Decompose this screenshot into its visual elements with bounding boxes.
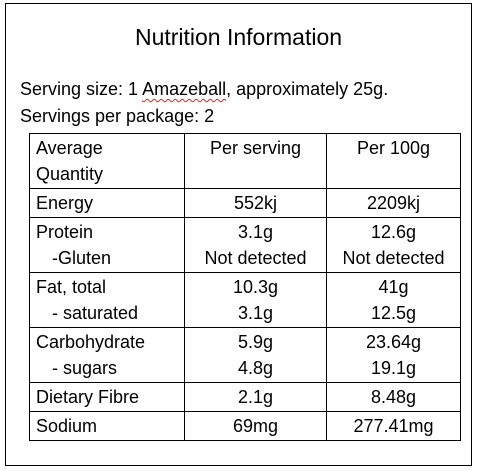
nutrient-cell: Protein -Gluten	[29, 217, 185, 273]
table-row: Carbohydrate - sugars 5.9g 4.8g 23.64g 19.1g	[29, 327, 461, 383]
nutrient-name: -Gluten	[52, 248, 112, 268]
serving-size-suffix: , approximately 25g.	[226, 79, 389, 99]
per-serving-cell: 69mg	[184, 411, 327, 441]
nutrient-value: 5.9g	[237, 332, 274, 352]
nutrient-cell: Sodium	[29, 411, 185, 441]
serving-size-item: Amazeball	[142, 79, 227, 99]
nutrient-value: 41g	[378, 277, 409, 297]
per-serving-cell: 552kj	[184, 188, 327, 218]
nutrient-value: 3.1g	[237, 303, 274, 323]
per-serving-cell: 2.1g	[184, 382, 327, 412]
nutrient-value: 69mg	[232, 416, 279, 436]
nutrient-value: 552kj	[233, 193, 278, 213]
nutrient-value: 277.41mg	[353, 416, 434, 436]
nutrient-value: 10.3g	[232, 277, 279, 297]
nutrient-name: Protein	[36, 222, 94, 242]
nutrient-name: Energy	[36, 193, 94, 213]
nutrient-value: 8.48g	[370, 387, 417, 407]
nutrient-value: 4.8g	[237, 358, 274, 378]
table-row: Energy 552kj 2209kj	[29, 188, 461, 218]
per-serving-cell: 3.1g Not detected	[184, 217, 327, 273]
header-quantity-line2: Quantity	[36, 164, 104, 184]
table-row: Protein -Gluten 3.1g Not detected 12.6g Not d…	[29, 217, 461, 273]
nutrient-value: 2.1g	[237, 387, 274, 407]
nutrient-value: 12.6g	[370, 222, 417, 242]
nutrient-cell: Fat, total - saturated	[29, 272, 185, 328]
per-100g-cell: 8.48g	[326, 382, 461, 412]
nutrient-value: 19.1g	[370, 358, 417, 378]
table-header-row: Average Quantity Per serving Per 100g	[29, 133, 461, 189]
nutrition-panel: Nutrition Information Serving size: 1 Am…	[5, 3, 472, 466]
nutrient-name: Dietary Fibre	[36, 387, 140, 407]
nutrient-cell: Carbohydrate - sugars	[29, 327, 185, 383]
nutrient-value: 3.1g	[237, 222, 274, 242]
header-quantity-line1: Average	[36, 138, 103, 158]
nutrient-name: - saturated	[52, 303, 139, 323]
serving-size-prefix: Serving size: 1	[20, 79, 143, 99]
per-100g-cell: 277.41mg	[326, 411, 461, 441]
header-per-100g: Per 100g	[326, 133, 461, 189]
nutrient-name: - sugars	[52, 358, 118, 378]
table-row: Fat, total - saturated 10.3g 3.1g 41g 12.5g	[29, 272, 461, 328]
page-title: Nutrition Information	[134, 24, 343, 50]
nutrient-value: 2209kj	[366, 193, 421, 213]
nutrient-name: Carbohydrate	[36, 332, 146, 352]
nutrient-value: 12.5g	[370, 303, 417, 323]
nutrient-value: 23.64g	[365, 332, 422, 352]
nutrient-name: Fat, total	[36, 277, 107, 297]
nutrient-cell: Energy	[29, 188, 185, 218]
nutrient-cell: Dietary Fibre	[29, 382, 185, 412]
header-per-serving: Per serving	[184, 133, 327, 189]
per-100g-cell: 2209kj	[326, 188, 461, 218]
header-quantity: Average Quantity	[29, 133, 185, 189]
per-100g-cell: 23.64g 19.1g	[326, 327, 461, 383]
table-row: Dietary Fibre 2.1g 8.48g	[29, 382, 461, 412]
table-row: Sodium 69mg 277.41mg	[29, 411, 461, 441]
serving-size: Serving size: 1 Amazeball, approximately…	[20, 77, 388, 101]
per-100g-cell: 12.6g Not detected	[326, 217, 461, 273]
per-serving-cell: 10.3g 3.1g	[184, 272, 327, 328]
nutrition-table: Average Quantity Per serving Per 100g En…	[29, 133, 461, 441]
servings-per-package: Servings per package: 2	[20, 106, 215, 126]
nutrient-value: Not detected	[204, 248, 307, 268]
per-serving-cell: 5.9g 4.8g	[184, 327, 327, 383]
nutrient-name: Sodium	[36, 416, 98, 436]
per-100g-cell: 41g 12.5g	[326, 272, 461, 328]
nutrient-value: Not detected	[342, 248, 445, 268]
